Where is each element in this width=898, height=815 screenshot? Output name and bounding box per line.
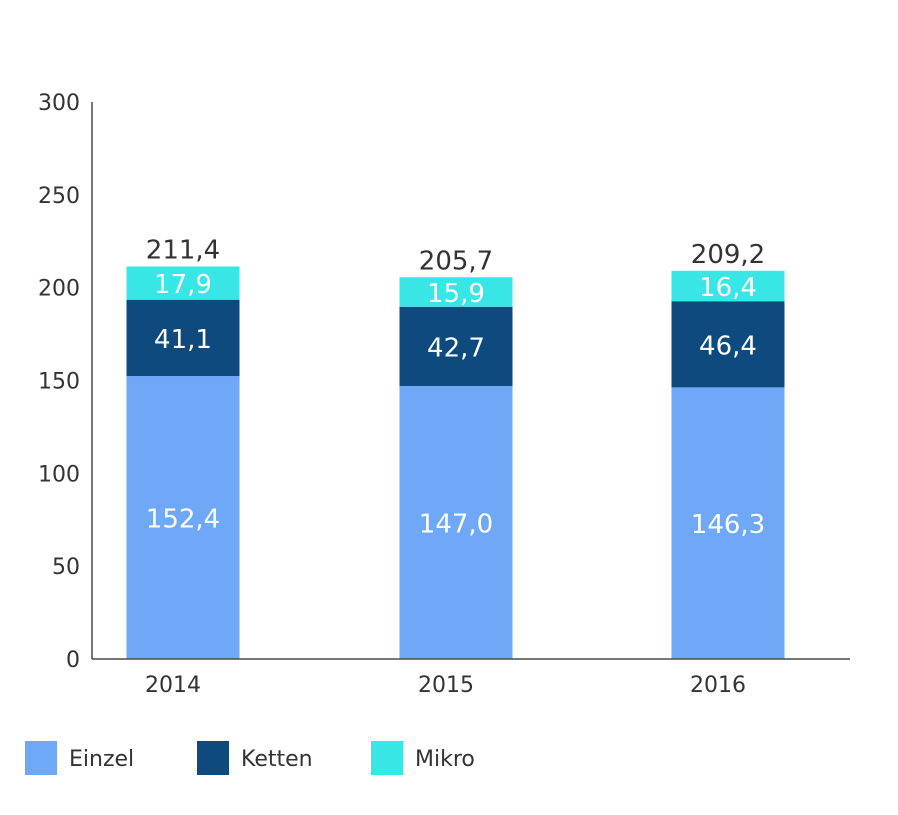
y-tick-label: 100 [38,462,80,487]
y-tick-label: 150 [38,370,80,395]
data-label-ketten: 41,1 [154,325,212,355]
bar-segment-mikro [671,270,785,302]
bar-segment-ketten [126,299,240,377]
data-label-einzel: 152,4 [146,505,220,535]
y-tick-label: 0 [66,648,80,673]
data-label-mikro: 17,9 [154,270,212,300]
total-label: 205,7 [419,246,493,276]
legend-swatch [25,741,57,775]
legend-swatch [371,741,403,775]
legend-item-einzel: Einzel [25,741,134,775]
data-label-einzel: 146,3 [691,510,765,540]
bar-segment-einzel [126,376,240,659]
legend-item-mikro: Mikro [371,741,475,775]
axes [91,102,850,660]
x-tick-label: 2016 [690,673,746,698]
x-tick-label: 2014 [145,673,201,698]
bar-stack-2014: 152,4 41,1 17,9 211,4 [126,236,240,659]
y-tick-label: 250 [38,184,80,209]
total-label: 209,2 [691,240,765,270]
legend: Einzel Ketten Mikro [25,741,475,775]
legend-swatch [197,741,229,775]
data-label-ketten: 42,7 [427,333,485,363]
legend-item-ketten: Ketten [197,741,313,775]
x-tick-label: 2015 [418,673,474,698]
data-label-mikro: 15,9 [427,279,485,309]
total-label: 211,4 [146,236,220,266]
y-tick-label: 50 [52,555,80,580]
bar-segment-ketten [671,301,785,388]
legend-label: Einzel [69,747,134,772]
data-label-einzel: 147,0 [419,510,493,540]
y-axis-ticks: 0 50 100 150 200 250 300 [38,91,80,673]
bar-segment-einzel [399,386,513,659]
bar-segment-ketten [399,306,513,387]
x-axis-labels: 2014 2015 2016 [145,673,746,698]
y-tick-label: 300 [38,91,80,116]
legend-label: Ketten [241,747,313,772]
data-label-mikro: 16,4 [699,273,757,303]
bar-segment-mikro [126,266,240,300]
y-tick-label: 200 [38,277,80,302]
legend-label: Mikro [415,747,475,772]
bar-segment-mikro [399,277,513,307]
bar-segment-einzel [671,387,785,659]
data-label-ketten: 46,4 [699,331,757,361]
